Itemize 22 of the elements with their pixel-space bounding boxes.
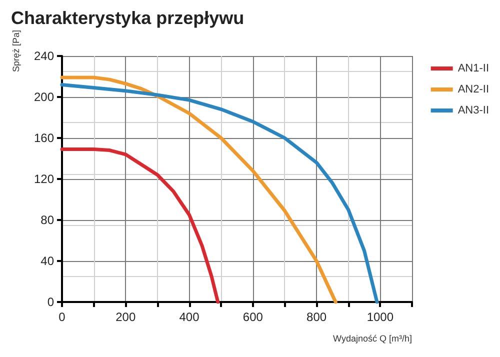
x-tick-label: 400 (179, 310, 200, 324)
line-series (60, 76, 338, 304)
x-tick-label: 800 (306, 310, 327, 324)
y-tick-label: 240 (34, 49, 54, 63)
y-axis-title: Spręż [Pa] (11, 30, 21, 72)
x-tick-label: 200 (116, 310, 136, 324)
y-tick-label: 120 (34, 172, 54, 186)
x-tick-label: 600 (242, 310, 264, 324)
legend-label: AN3-II (458, 104, 490, 116)
x-axis-title: Wydajność Q [m³/h] (333, 334, 412, 344)
y-tick-label: 200 (34, 90, 54, 104)
legend-label: AN1-II (458, 62, 490, 74)
line-series (60, 148, 220, 304)
y-tick-label: 0 (47, 295, 54, 309)
y-tick-label: 160 (34, 131, 54, 145)
line-series (60, 82, 379, 304)
y-tick-label: 40 (40, 254, 54, 268)
y-tick-label: 80 (40, 213, 54, 227)
legend-label: AN2-II (458, 84, 490, 96)
chart-title: Charakterystyka przepływu (11, 8, 244, 28)
x-tick-label: 1000 (366, 310, 394, 324)
x-tick-label: 0 (58, 310, 66, 324)
